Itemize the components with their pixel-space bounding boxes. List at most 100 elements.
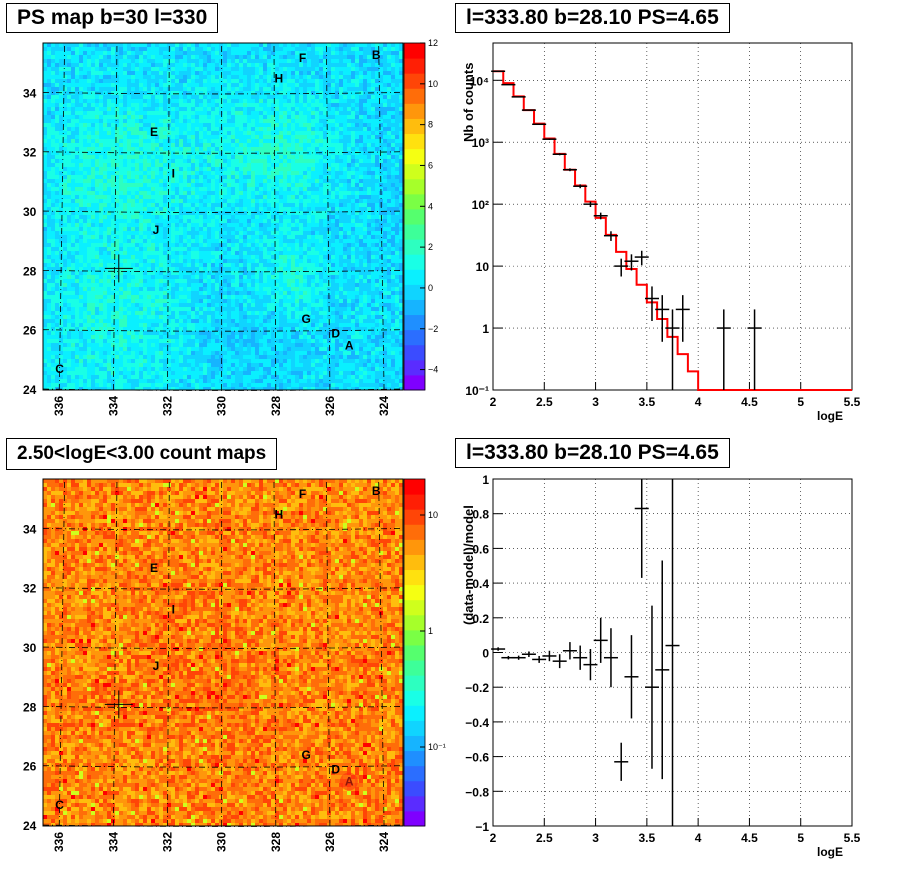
map-grid-lon-0 [58, 42, 66, 391]
panel-title-top-right: l=333.80 b=28.10 PS=4.65 [455, 3, 730, 33]
colorbar-bin-0 [404, 58, 425, 74]
colorbar-bin-0 [404, 269, 425, 285]
residual-x-tick-label: 2 [490, 831, 497, 845]
map-grid-lon-0 [112, 42, 118, 391]
map-y-tick-label-0: 28 [23, 264, 37, 278]
colorbar-bin-0 [404, 133, 425, 150]
residual-x-tick-label: 5 [797, 831, 804, 845]
map-x-tick-label-2: 326 [323, 832, 337, 852]
map-x-tick-label-2: 328 [269, 832, 283, 852]
map-x-tick-label-0: 336 [52, 396, 66, 416]
spectrum-y-tick-label: 10 [476, 260, 490, 274]
spectrum-y-tick-label: 10⁻¹ [465, 384, 489, 398]
residual-y-tick-label: −0.8 [465, 785, 489, 799]
colorbar-bin-0 [404, 239, 425, 255]
colorbar-tick-label-0: 0 [428, 283, 433, 293]
map-mask-bottom-2 [43, 826, 407, 830]
colorbar-bin-2 [404, 660, 425, 676]
colorbar-tick-label-0: −4 [428, 365, 438, 375]
colorbar-tick-label-0: 8 [428, 120, 433, 130]
colorbar-bin-0 [404, 344, 425, 361]
residual-y-tick-label: 0.4 [472, 577, 489, 591]
spectrum-x-tick-label: 4.5 [741, 395, 758, 409]
map-grid-lat-2 [42, 705, 404, 709]
map-y-tick-label-0: 24 [23, 383, 37, 397]
map-grid-lon-0 [273, 42, 277, 391]
map-x-tick-label-0: 324 [377, 396, 391, 416]
spectrum-x-axis-label: logE [817, 409, 843, 423]
map-x-tick-label-2: 334 [106, 832, 120, 852]
colorbar-frame-2 [403, 478, 426, 827]
map-grid-lat-2 [42, 646, 404, 649]
map-grid-lat-0 [42, 388, 404, 391]
source-label-F: F [299, 51, 306, 65]
map-y-tick-label-2: 30 [23, 641, 37, 655]
map-frame-0 [42, 42, 404, 391]
map-y-tick-label-0: 26 [23, 324, 37, 338]
colorbar-tick-label-2: 1 [428, 626, 433, 636]
colorbar-tick-label-0: 4 [428, 201, 433, 211]
colorbar-bin-0 [404, 103, 425, 119]
residual-y-tick-label: −0.6 [465, 751, 489, 765]
colorbar-bin-2 [404, 765, 425, 782]
map-x-tick-label-2: 332 [161, 832, 175, 852]
colorbar-tick-label-2: 10⁻¹ [428, 742, 446, 752]
map-grid-lon-0 [378, 42, 385, 391]
source-label-E: E [150, 125, 158, 139]
map-x-tick-label-0: 328 [269, 396, 283, 416]
colorbar-bin-0 [404, 163, 425, 180]
colorbar-bin-2 [404, 584, 425, 601]
residual-y-tick-label: 1 [482, 473, 489, 487]
map-grid-lon-2 [378, 478, 385, 827]
source-label-B: B [372, 48, 381, 62]
map-y-tick-label-2: 26 [23, 760, 37, 774]
map-grid-lon-0 [167, 42, 170, 391]
colorbar-bin-2 [404, 479, 425, 495]
spectrum-y-axis-label: Nb of counts [461, 63, 476, 142]
source-label-E: E [150, 561, 158, 575]
colorbar-bin-2 [404, 644, 425, 661]
residual-y-tick-label: 0.2 [472, 612, 489, 626]
panel-title-bottom-left: 2.50<logE<3.00 count maps [6, 438, 278, 470]
source-a-glow [339, 772, 358, 791]
source-label-J: J [153, 659, 160, 673]
residual-y-tick-label: 0.8 [472, 508, 489, 522]
colorbar-bin-2 [404, 569, 425, 586]
residual-x-tick-label: 2.5 [536, 831, 553, 845]
spectrum-x-tick-label: 5 [797, 395, 804, 409]
spectrum-y-tick-label: 10² [472, 198, 489, 212]
residual-x-tick-label: 5.5 [844, 831, 861, 845]
source-label-H: H [274, 508, 283, 522]
map-mask-bottom-0 [43, 390, 407, 394]
colorbar-bin-2 [404, 524, 425, 540]
map-grid-lat-0 [42, 269, 404, 273]
spectrum-x-tick-label: 3 [592, 395, 599, 409]
map-grid-lon-2 [273, 478, 277, 827]
map-grid-lon-2 [325, 478, 331, 827]
map-grid-lat-0 [42, 151, 404, 154]
map-frame-2 [42, 478, 404, 827]
spectrum-x-tick-label: 5.5 [844, 395, 861, 409]
colorbar-bin-0 [404, 374, 425, 391]
map-cells-2 [43, 479, 404, 828]
panel-title-bottom-right: l=333.80 b=28.10 PS=4.65 [455, 438, 730, 468]
colorbar-bin-2 [404, 629, 425, 646]
map-y-tick-label-0: 32 [23, 146, 37, 160]
source-label-A: A [345, 339, 354, 353]
source-label-H: H [274, 72, 283, 86]
colorbar-bin-2 [404, 750, 425, 767]
residual-y-tick-label: −0.2 [465, 681, 489, 695]
colorbar-bin-2 [404, 539, 425, 555]
map-x-tick-label-2: 330 [215, 832, 229, 852]
colorbar-tick-label-0: 6 [428, 160, 433, 170]
residual-x-tick-label: 3.5 [639, 831, 656, 845]
map-y-tick-label-0: 30 [23, 205, 37, 219]
panel-title-top-left: PS map b=30 l=330 [6, 3, 219, 33]
spectrum-y-tick-label: 1 [482, 322, 489, 336]
map-grid-lat-2 [42, 528, 404, 531]
source-label-I: I [172, 602, 175, 616]
colorbar-bin-0 [404, 314, 425, 331]
colorbar-bin-0 [404, 88, 425, 104]
colorbar-bin-2 [404, 509, 425, 525]
